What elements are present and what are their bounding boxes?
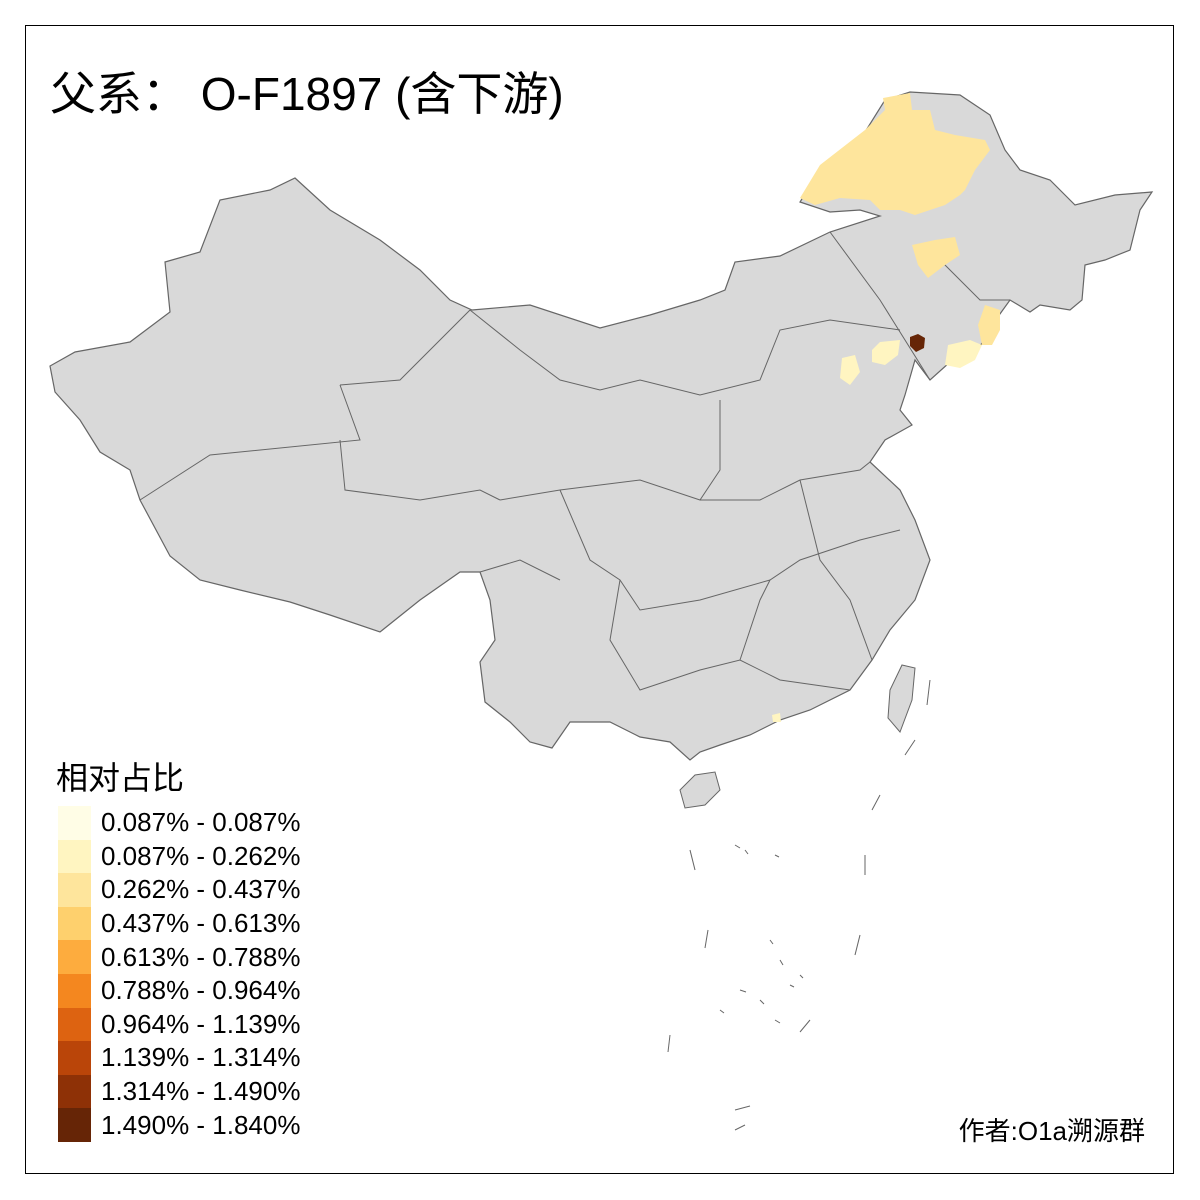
legend-swatch — [58, 1041, 91, 1075]
legend-item: 0.262% - 0.437% — [58, 873, 300, 907]
region-light-south — [772, 713, 781, 722]
legend-item: 0.437% - 0.613% — [58, 906, 301, 941]
legend-item: 0.788% - 0.964% — [58, 973, 301, 1008]
legend-swatch — [58, 973, 91, 1008]
south-sea-islands — [667, 679, 931, 1131]
legend-label: 1.490% - 1.840% — [101, 1109, 301, 1140]
legend-swatch — [58, 839, 91, 874]
province-borders — [139, 231, 1010, 691]
legend-label: 0.437% - 0.613% — [101, 908, 301, 939]
legend-swatch — [58, 806, 91, 840]
region-light-2 — [872, 340, 900, 365]
legend-label: 0.087% - 0.087% — [101, 807, 301, 838]
legend-label: 0.964% - 1.139% — [101, 1008, 301, 1039]
legend-swatch — [58, 873, 91, 907]
legend-title: 相对占比 — [56, 760, 185, 796]
legend-label: 0.613% - 0.788% — [101, 941, 301, 972]
legend-label: 0.087% - 0.262% — [101, 840, 301, 871]
china-mainland — [49, 91, 1154, 761]
legend-swatch — [58, 1007, 91, 1042]
region-light-3 — [945, 340, 982, 368]
region-dark — [910, 334, 925, 352]
legend-swatch — [58, 1108, 91, 1142]
legend: 0.087% - 0.087% 0.087% - 0.262% 0.262% -… — [58, 806, 300, 1142]
legend-swatch — [58, 906, 91, 941]
legend-item: 0.087% - 0.262% — [58, 839, 301, 874]
region-hulunbuir — [800, 93, 990, 215]
legend-label: 1.139% - 1.314% — [101, 1042, 301, 1073]
legend-label: 1.314% - 1.490% — [101, 1076, 301, 1107]
region-light-1 — [840, 355, 860, 385]
legend-label: 0.262% - 0.437% — [101, 874, 301, 905]
legend-item: 1.139% - 1.314% — [58, 1041, 300, 1075]
author-credit: 作者:O1a溯源群 — [958, 1116, 1145, 1146]
legend-label: 0.788% - 0.964% — [101, 975, 301, 1006]
taiwan-island — [887, 664, 916, 733]
highlighted-regions — [772, 93, 1000, 722]
region-east-border — [978, 305, 1000, 345]
region-northeast-small — [912, 237, 960, 278]
map-frame — [25, 25, 1174, 1174]
legend-item: 0.087% - 0.087% — [58, 806, 300, 840]
legend-item: 0.613% - 0.788% — [58, 940, 300, 974]
map-title: 父系： O-F1897 (含下游) — [50, 68, 564, 120]
legend-swatch — [58, 940, 91, 974]
legend-swatch — [58, 1074, 91, 1109]
legend-item: 0.964% - 1.139% — [58, 1007, 301, 1042]
legend-item: 1.490% - 1.840% — [58, 1108, 300, 1142]
hainan-island — [679, 771, 721, 809]
legend-item: 1.314% - 1.490% — [58, 1074, 301, 1109]
